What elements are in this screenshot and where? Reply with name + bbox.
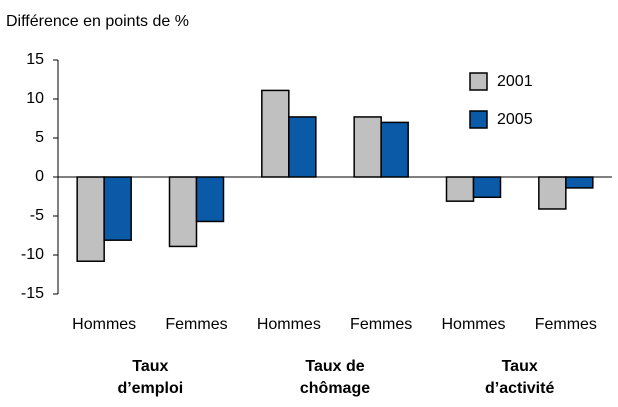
y-tick-label: 0 [35,168,44,185]
group-label: Taux [132,358,168,375]
legend-swatch [469,110,488,129]
group-label: chômage [300,380,370,397]
group-label: d’activité [485,380,554,397]
legend-swatch [469,72,488,91]
y-axis-label: Différence en points de % [6,13,189,30]
bar [472,176,502,199]
x-tick-label: Hommes [257,316,321,333]
bar [565,176,594,189]
y-tick-label: 15 [26,51,44,68]
group-label: Taux de [305,358,364,375]
bar [380,121,409,178]
bar [353,116,382,178]
x-tick-label: Femmes [165,316,227,333]
group-label: Taux [502,358,538,375]
bar [103,176,132,241]
legend-label: 2001 [497,73,533,90]
x-tick-label: Femmes [535,316,597,333]
x-tick-label: Hommes [72,316,136,333]
x-tick-label: Femmes [350,316,412,333]
y-tick-label: -15 [21,285,44,302]
y-tick-label: 10 [26,90,44,107]
bar [445,176,475,202]
bar [168,176,198,248]
bar [261,89,290,178]
bar [288,116,317,178]
x-tick-label: Hommes [441,316,505,333]
legend-label: 2005 [497,111,533,128]
y-tick-label: -5 [30,207,44,224]
bar [195,176,225,223]
bar [76,176,105,262]
y-tick-label: -10 [21,246,44,263]
group-label: d’emploi [117,380,183,397]
y-tick-label: 5 [35,129,44,146]
bar [538,176,567,210]
